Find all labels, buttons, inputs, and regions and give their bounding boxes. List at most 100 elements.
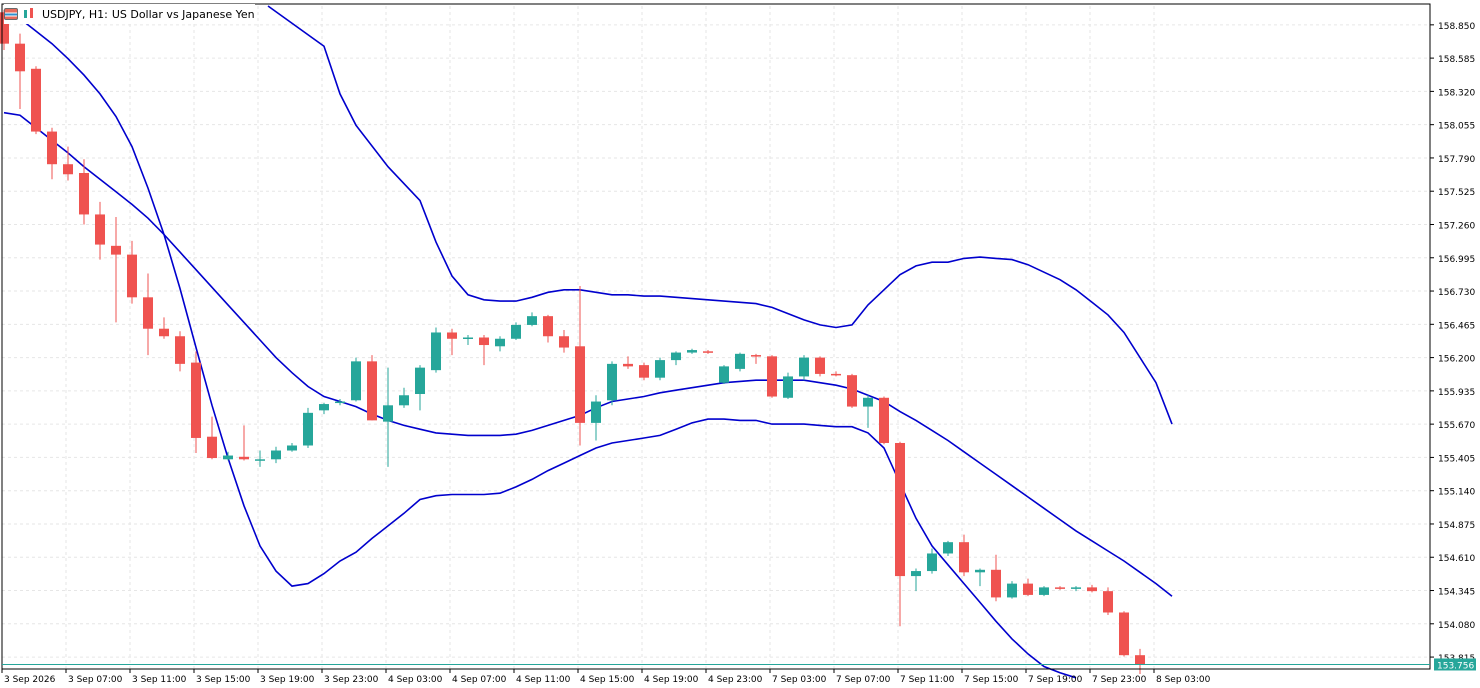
bear-candle [895,441,905,627]
bear-candle [543,314,553,343]
candle-body [191,362,201,438]
bull-candle [799,355,809,381]
y-tick-label: 155.140 [1438,488,1475,498]
candle-body [383,405,393,422]
candle-body [31,68,41,132]
candle-body [127,254,137,298]
bull-candle [223,451,233,461]
candle-body [303,412,313,446]
bull-candle [287,442,297,452]
candle-body [991,569,1001,598]
bull-candle [271,446,281,464]
candle-body [1039,587,1049,595]
candle-body [703,351,713,353]
bear-candle [879,396,889,445]
bear-candle [367,355,377,421]
y-tick-label: 154.345 [1438,588,1475,598]
candle-body [367,361,377,421]
candle-body [1087,587,1097,592]
bull-candle [1007,581,1017,599]
bull-candle [607,361,617,406]
y-tick-label: 155.935 [1438,388,1475,398]
price-badge-label: 153.756 [1437,661,1474,671]
candle-body [559,336,569,348]
candle-body [639,365,649,378]
y-tick-label: 158.055 [1438,122,1475,132]
bull-candle [399,387,409,408]
axes: 158.850 158.585 158.320 158.055 157.790 157.5… [1,3,1475,685]
bull-candle [415,365,425,411]
candle-body [95,214,105,245]
y-tick-label: 158.585 [1438,55,1475,65]
bull-candle [863,395,873,428]
candle-body [591,401,601,423]
candle-body [239,456,249,460]
band-middle-line [3,111,1173,597]
bull-candle [383,367,393,467]
x-tick-label: 3 Sep 23:00 [324,675,379,685]
band-lower-line [3,11,1077,679]
candlestick-mode-icon[interactable] [22,8,38,20]
y-tick-label: 157.790 [1438,155,1475,165]
candle-body [351,361,361,401]
candle-body [1119,612,1129,656]
candle-body [1103,591,1113,613]
candle-body [511,324,521,339]
bull-candle [511,322,521,341]
candle-body [111,245,121,255]
candle-body [575,346,585,423]
bull-candle [495,336,505,352]
candle-body [207,436,217,459]
candle-body [399,395,409,406]
current-price: 153.756 [2,658,1476,671]
x-tick-label: 3 Sep 11:00 [132,675,187,685]
candle-body [319,404,329,411]
bull-candle [911,568,921,592]
x-tick-label: 3 Sep 2026 [4,675,56,685]
x-tick-label: 3 Sep 15:00 [196,675,251,685]
bull-candle [303,407,313,448]
x-tick-label: 4 Sep 03:00 [388,675,443,685]
candle-body [1135,655,1145,665]
bear-candle [1087,584,1097,593]
y-tick-label: 157.525 [1438,188,1475,198]
candle-body [1007,583,1017,598]
bear-candle [47,127,57,180]
candle-body [447,332,457,339]
y-tick-label: 156.200 [1438,355,1475,365]
candle-body [607,363,617,401]
bull-candle [255,450,265,467]
candle-body [735,353,745,369]
symbol-description: US Dollar vs Japanese Yen [111,7,255,21]
candles [0,9,1145,675]
candle-body [463,337,473,339]
x-tick-label: 7 Sep 11:00 [900,675,955,685]
candle-body [1071,587,1081,589]
bear-candle [207,416,217,460]
candle-body [79,173,89,215]
bear-candle [1023,578,1033,597]
x-tick-label: 4 Sep 19:00 [644,675,699,685]
candle-body [879,397,889,443]
bear-candle [127,240,137,304]
bull-candle [687,348,697,354]
bear-candle [575,286,585,446]
x-tick-label: 7 Sep 15:00 [964,675,1019,685]
x-tick-label: 7 Sep 07:00 [836,675,891,685]
x-tick-label: 4 Sep 23:00 [708,675,763,685]
bull-candle [927,548,937,574]
x-tick-label: 8 Sep 03:00 [1156,675,1211,685]
bull-candle [671,351,681,366]
candle-body [1023,583,1033,595]
chart-window-icon[interactable] [4,8,18,20]
bear-candle [831,371,841,377]
candle-body [783,376,793,398]
candle-body [927,553,937,572]
candle-body [15,43,25,72]
bear-candle [847,373,857,408]
bear-candle [959,534,969,577]
bear-candle [111,216,121,323]
x-tick-label: 7 Sep 19:00 [1028,675,1083,685]
bull-candle [943,540,953,556]
